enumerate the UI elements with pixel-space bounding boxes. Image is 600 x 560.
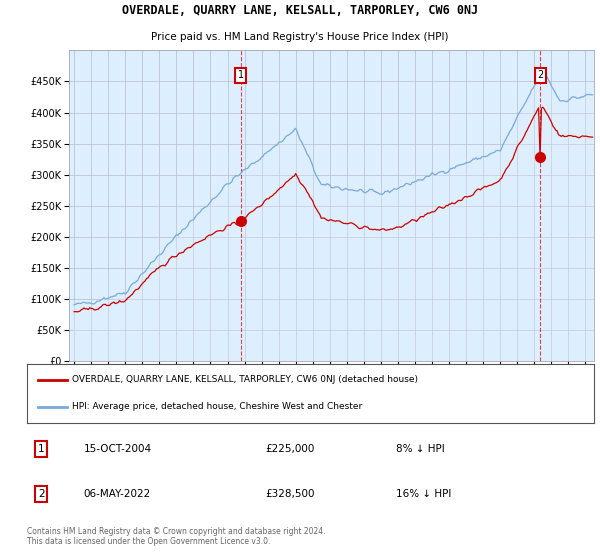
- Text: OVERDALE, QUARRY LANE, KELSALL, TARPORLEY, CW6 0NJ (detached house): OVERDALE, QUARRY LANE, KELSALL, TARPORLE…: [73, 375, 418, 384]
- Text: 15-OCT-2004: 15-OCT-2004: [84, 445, 152, 454]
- Text: 1: 1: [38, 445, 44, 454]
- Text: 8% ↓ HPI: 8% ↓ HPI: [395, 445, 444, 454]
- Text: £225,000: £225,000: [265, 445, 314, 454]
- Text: HPI: Average price, detached house, Cheshire West and Chester: HPI: Average price, detached house, Ches…: [73, 403, 362, 412]
- Text: 1: 1: [238, 70, 244, 80]
- Text: 2: 2: [537, 70, 544, 80]
- Text: Price paid vs. HM Land Registry's House Price Index (HPI): Price paid vs. HM Land Registry's House …: [151, 32, 449, 42]
- Text: £328,500: £328,500: [265, 489, 314, 499]
- Text: 06-MAY-2022: 06-MAY-2022: [84, 489, 151, 499]
- Text: Contains HM Land Registry data © Crown copyright and database right 2024.
This d: Contains HM Land Registry data © Crown c…: [27, 526, 325, 546]
- Text: 16% ↓ HPI: 16% ↓ HPI: [395, 489, 451, 499]
- Text: OVERDALE, QUARRY LANE, KELSALL, TARPORLEY, CW6 0NJ: OVERDALE, QUARRY LANE, KELSALL, TARPORLE…: [122, 4, 478, 17]
- Text: 2: 2: [38, 489, 44, 499]
